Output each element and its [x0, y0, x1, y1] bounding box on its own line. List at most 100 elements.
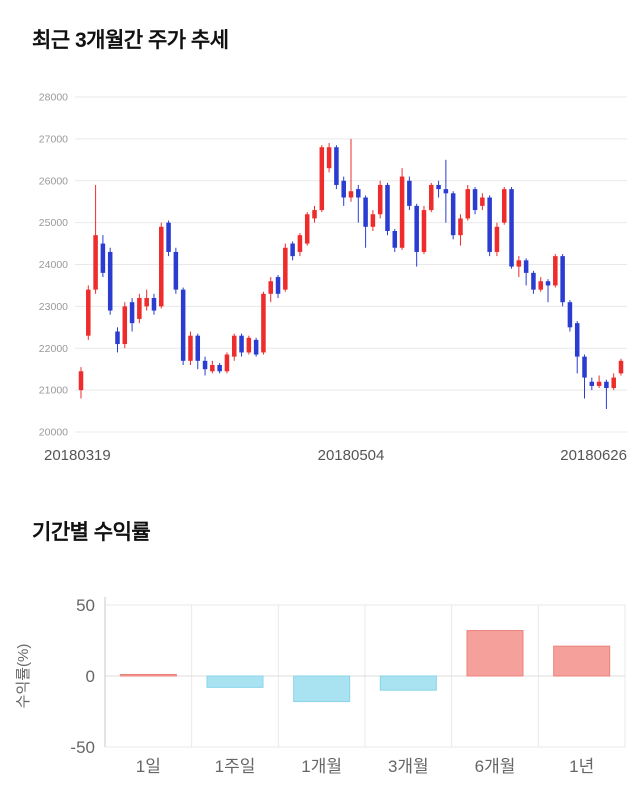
candle-body: [195, 335, 201, 361]
return-bar: [379, 675, 437, 691]
candle-body: [596, 381, 602, 386]
return-bar: [119, 674, 177, 677]
candle-body: [210, 365, 215, 372]
y-axis-tick-label: 23000: [39, 301, 68, 313]
candle-body: [450, 193, 456, 236]
candle-body: [429, 184, 434, 211]
candle-body: [217, 365, 222, 372]
candle-body: [122, 306, 128, 345]
candle-body: [531, 272, 536, 290]
candle-body: [385, 184, 390, 231]
candle-body: [253, 339, 259, 355]
candle-body: [560, 256, 565, 303]
candle-body: [356, 189, 361, 198]
candle-body: [137, 298, 142, 319]
return-bar: [553, 645, 611, 677]
returns-chart-title: 기간별 수익률: [32, 521, 151, 544]
candle-body: [523, 260, 529, 273]
x-axis-category-label: 1주일: [215, 757, 256, 776]
candle-body: [574, 323, 580, 357]
candle-body: [312, 210, 317, 219]
candle-body: [151, 298, 157, 311]
candle-body: [399, 176, 405, 248]
candle-body: [297, 235, 303, 252]
candle-body: [370, 214, 376, 227]
candle-body: [290, 243, 295, 257]
x-axis-category-label: 1개월: [301, 757, 342, 776]
candle-body: [472, 189, 478, 211]
candle-body: [144, 298, 149, 307]
candle-body: [538, 281, 543, 290]
candle-body: [377, 184, 383, 215]
candle-body: [224, 354, 230, 372]
y-axis-tick-label: 24000: [39, 259, 68, 271]
candle-body: [180, 289, 186, 361]
candle-body: [334, 147, 339, 185]
candle-body: [487, 197, 492, 252]
y-axis-tick-label: 22000: [39, 343, 68, 355]
candle-body: [129, 302, 135, 324]
candle-body: [414, 205, 419, 252]
candle-body: [78, 371, 84, 391]
candle-body: [100, 243, 106, 273]
x-axis-tick-label: 20180626: [560, 447, 627, 464]
candle-body: [348, 191, 354, 198]
y-axis-tick-label: 21000: [39, 385, 68, 397]
candle-body: [501, 189, 507, 223]
candle-body: [407, 180, 412, 206]
candle-body: [611, 377, 616, 389]
candle-body: [465, 189, 471, 219]
candle-body: [115, 331, 120, 345]
candle-body: [545, 281, 551, 286]
candle-body: [618, 360, 624, 374]
candle-body: [93, 235, 98, 290]
return-bar: [466, 630, 524, 677]
candle-body: [494, 226, 500, 252]
returns-bar-chart: 50 0 -50 1일 1주일 1개월 3개월 6개월 1년 수익률(%): [15, 596, 626, 776]
candle-body: [246, 337, 252, 353]
candle-body: [421, 210, 427, 252]
candle-body: [509, 189, 514, 267]
candle-body: [304, 214, 310, 244]
candle-body: [319, 147, 325, 211]
candle-body: [458, 218, 463, 236]
y-axis-tick-label: 0: [86, 667, 95, 686]
x-axis-tick-label: 20180319: [44, 447, 111, 464]
candle-body: [268, 281, 273, 294]
candle-body: [202, 360, 208, 370]
candle-body: [582, 356, 587, 378]
candle-body: [341, 180, 346, 198]
return-bar: [206, 675, 264, 688]
candle-body: [275, 277, 281, 294]
y-axis-tick-label: 50: [76, 596, 95, 615]
price-candlestick-chart: 28000 27000 26000 25000 24000 23000 22000 21000…: [39, 92, 627, 464]
candle-body: [283, 247, 288, 290]
candle-body: [480, 197, 485, 206]
candle-body: [443, 189, 449, 194]
x-axis-category-label: 3개월: [388, 757, 429, 776]
candle-body: [436, 184, 441, 190]
x-axis-category-label: 1일: [136, 757, 161, 776]
candle-body: [159, 226, 164, 307]
candle-body: [604, 381, 609, 389]
x-axis-category-label: 1년: [569, 757, 594, 776]
y-axis-tick-label: 26000: [39, 175, 68, 187]
price-chart-title: 최근 3개월간 주가 추세: [32, 29, 229, 52]
candle-body: [261, 293, 266, 353]
return-bar: [293, 675, 351, 703]
candle-body: [589, 381, 595, 386]
candle-body: [516, 260, 522, 267]
candle-body: [567, 302, 573, 328]
candle-body: [173, 251, 179, 290]
y-axis-title: 수익률(%): [15, 644, 32, 709]
y-axis-tick-label: 25000: [39, 217, 68, 229]
y-axis-tick-label: -50: [70, 738, 95, 757]
candle-body: [231, 335, 237, 357]
candle-body: [86, 289, 91, 336]
candle-body: [239, 335, 244, 353]
candle-body: [166, 222, 171, 252]
candle-body: [392, 231, 398, 248]
candle-body: [188, 335, 193, 361]
x-axis-category-label: 6개월: [475, 757, 516, 776]
candle-body: [326, 147, 332, 169]
